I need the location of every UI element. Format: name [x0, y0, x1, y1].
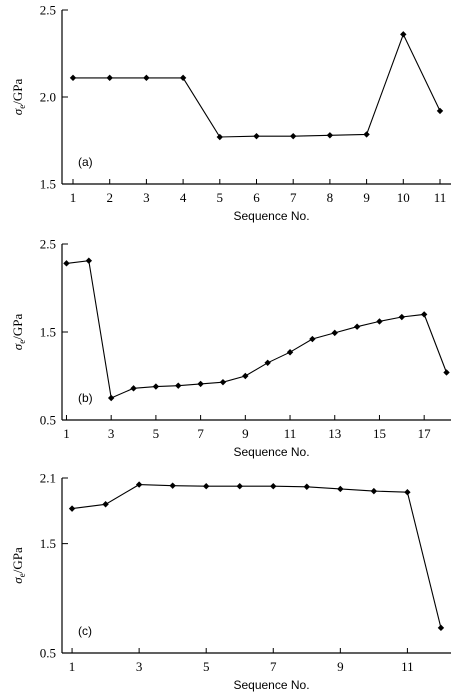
- x-tick-label: 15: [373, 426, 386, 441]
- y-tick-label: 2.1: [40, 471, 56, 486]
- data-point: [443, 369, 450, 376]
- panel-label: (b): [78, 391, 93, 405]
- series-line: [66, 260, 448, 399]
- data-point: [130, 385, 137, 392]
- x-tick-label: 7: [270, 659, 277, 674]
- y-tick-label: 2.0: [40, 90, 56, 105]
- panel-label: (a): [78, 155, 93, 169]
- x-tick-label: 11: [284, 426, 297, 441]
- x-tick-label: 5: [153, 426, 160, 441]
- y-axis-title: σe/GPa: [10, 314, 27, 351]
- data-point: [102, 501, 109, 508]
- x-tick-label: 11: [401, 659, 414, 674]
- x-tick-label: 11: [434, 190, 447, 205]
- panel-label: (c): [78, 624, 92, 638]
- y-tick-label: 0.5: [40, 646, 56, 661]
- x-tick-label: 8: [327, 190, 334, 205]
- data-point: [85, 257, 93, 264]
- data-point: [68, 505, 76, 512]
- y-axis-title: σe/GPa: [10, 79, 27, 116]
- x-tick-label: 7: [290, 190, 297, 205]
- x-tick-label: 9: [337, 659, 344, 674]
- data-point: [219, 378, 227, 386]
- x-tick-label: 3: [143, 190, 150, 205]
- x-tick-label: 1: [69, 659, 76, 674]
- data-point: [152, 383, 160, 390]
- x-axis-title: Sequence No.: [233, 445, 309, 459]
- series-line: [72, 484, 442, 628]
- data-point: [437, 624, 445, 632]
- y-tick-label: 1.5: [40, 177, 56, 192]
- data-point: [264, 359, 271, 366]
- data-point: [309, 335, 316, 343]
- data-point: [326, 132, 334, 139]
- data-point: [135, 481, 143, 488]
- data-point: [175, 382, 182, 389]
- data-point: [353, 323, 361, 330]
- y-tick-label: 0.5: [40, 413, 56, 428]
- data-point: [303, 483, 311, 490]
- x-tick-label: 10: [397, 190, 410, 205]
- x-tick-label: 17: [418, 426, 432, 441]
- x-tick-label: 1: [70, 190, 77, 205]
- x-tick-label: 13: [328, 426, 341, 441]
- data-point: [69, 74, 77, 82]
- data-point: [216, 133, 224, 141]
- data-point: [107, 394, 115, 402]
- x-tick-label: 3: [136, 659, 143, 674]
- data-point: [242, 372, 249, 380]
- data-point: [370, 487, 378, 495]
- data-point: [63, 260, 70, 267]
- chart-panel-3: 0.5 1.5 2.1 1 3 5 7 9 11 Sequence No. σe/GPa (c): [10, 471, 451, 692]
- data-point: [337, 485, 344, 493]
- x-tick-label: 4: [180, 190, 187, 205]
- x-tick-label: 7: [197, 426, 204, 441]
- data-point: [376, 318, 383, 325]
- x-tick-label: 9: [363, 190, 370, 205]
- y-tick-label: 1.5: [40, 536, 56, 551]
- data-point: [436, 107, 444, 115]
- data-point: [202, 483, 210, 490]
- data-point: [169, 482, 176, 489]
- x-tick-label: 3: [108, 426, 115, 441]
- y-axis-title: σe/GPa: [10, 547, 27, 584]
- y-tick-label: 1.5: [40, 325, 56, 340]
- data-point: [270, 483, 277, 490]
- x-tick-label: 5: [203, 659, 210, 674]
- data-point: [363, 131, 370, 138]
- series-line: [73, 32, 441, 138]
- data-point: [143, 74, 150, 82]
- x-tick-label: 6: [253, 190, 260, 205]
- data-point: [179, 74, 187, 82]
- data-point: [289, 132, 297, 140]
- y-tick-label: 2.5: [40, 237, 56, 252]
- data-point: [236, 483, 243, 490]
- x-tick-label: 1: [63, 426, 70, 441]
- x-axis-title: Sequence No.: [233, 209, 309, 223]
- data-point: [420, 311, 428, 318]
- data-point: [253, 132, 260, 140]
- data-point: [106, 74, 113, 82]
- data-point: [286, 349, 294, 356]
- x-tick-label: 9: [242, 426, 249, 441]
- x-tick-label: 5: [217, 190, 224, 205]
- x-tick-label: 2: [106, 190, 113, 205]
- x-axis-title: Sequence No.: [233, 678, 309, 692]
- y-tick-label: 2.5: [40, 3, 56, 18]
- chart-panel-1: 1.5 2.0 2.5 1 2 3 4 5 6 7 8 9 10 11 Sequence No. σe/GPa…: [10, 3, 451, 223]
- data-point: [398, 313, 406, 321]
- data-point: [197, 380, 204, 388]
- data-point: [400, 31, 407, 38]
- data-point: [404, 489, 411, 496]
- data-point: [331, 329, 338, 337]
